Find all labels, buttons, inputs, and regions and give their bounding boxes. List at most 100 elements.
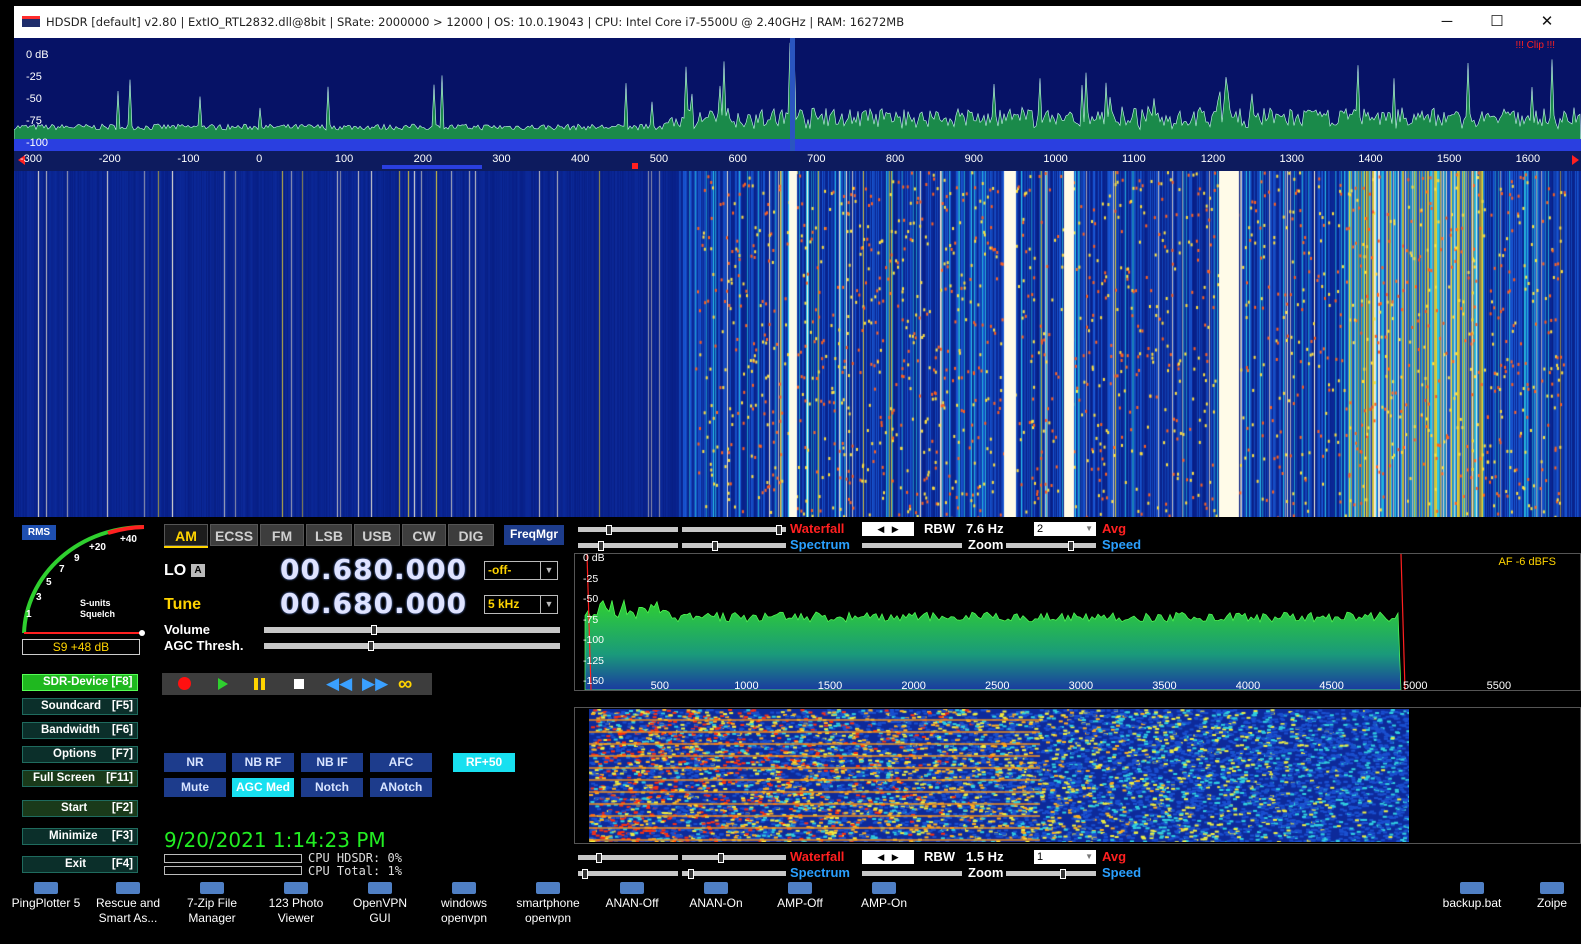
tune-frequency-display[interactable]: 00.680.000 <box>280 587 468 620</box>
slider-knob[interactable] <box>1068 541 1074 551</box>
desktop-shortcut[interactable]: AMP-On <box>842 882 926 911</box>
tune-step-select[interactable]: 5 kHz ▼ <box>484 595 558 614</box>
rf-speed-slider[interactable] <box>1006 541 1096 551</box>
af-low-cut-marker[interactable] <box>586 554 592 690</box>
rf-frequency-axis[interactable]: -300 -200 -100 0 100 200 300 400 500 600 700 800 900… <box>14 151 1581 171</box>
freqmgr-button[interactable]: FreqMgr <box>504 525 564 545</box>
minimize-button[interactable]: Minimize [F3] <box>22 828 138 845</box>
rf-waterfall[interactable] <box>14 171 1581 517</box>
scroll-left-icon[interactable] <box>18 155 25 165</box>
full-screen-button[interactable]: Full Screen [F11] <box>22 770 138 787</box>
rf-freq-tick-label: 800 <box>885 153 905 165</box>
play-icon[interactable] <box>218 678 228 690</box>
slider-knob[interactable] <box>606 525 612 535</box>
desktop-shortcut[interactable]: ANAN-On <box>674 882 758 911</box>
rf-avg-select[interactable]: 2 ▼ <box>1034 522 1096 536</box>
af-waterfall-contrast-slider[interactable] <box>578 853 678 863</box>
rf-spectrum-brightness-slider[interactable] <box>682 541 786 551</box>
close-window-button[interactable]: ✕ <box>1540 13 1554 30</box>
exit-button[interactable]: Exit [F4] <box>22 856 138 873</box>
rf-rbw-spinner[interactable]: ◀ ▶ <box>862 522 914 536</box>
desktop-shortcut[interactable]: windows openvpn <box>422 882 506 926</box>
soundcard-button[interactable]: Soundcard [F5] <box>22 698 138 715</box>
mode-usb-button[interactable]: USB <box>354 524 400 546</box>
mode-dig-button[interactable]: DIG <box>448 524 494 546</box>
anotch-button[interactable]: ANotch <box>370 778 432 797</box>
shortcut-label-line2: openvpn <box>440 911 488 925</box>
af-spectrum-contrast-slider[interactable] <box>578 869 678 879</box>
lo-step-select[interactable]: -off- ▼ <box>484 561 558 580</box>
slider-knob[interactable] <box>596 853 602 863</box>
desktop-shortcut[interactable]: smartphone openvpn <box>506 882 590 926</box>
volume-slider[interactable] <box>264 625 560 635</box>
desktop-shortcut[interactable]: Zoipe <box>1510 882 1581 911</box>
slider-knob[interactable] <box>598 541 604 551</box>
rms-button[interactable]: RMS <box>22 525 56 540</box>
desktop-shortcut[interactable]: OpenVPN GUI <box>338 882 422 926</box>
slider-knob[interactable] <box>712 541 718 551</box>
lo-frequency-display[interactable]: 00.680.000 <box>280 553 468 586</box>
loop-icon[interactable]: ∞ <box>398 673 413 695</box>
scroll-right-icon[interactable] <box>1572 155 1579 165</box>
rf-plus50-button[interactable]: RF+50 <box>453 753 515 772</box>
start-button[interactable]: Start [F2] <box>22 800 138 817</box>
rewind-icon[interactable]: ◀◀ <box>326 674 353 693</box>
af-waterfall-brightness-slider[interactable] <box>682 853 786 863</box>
desktop-shortcut[interactable]: PingPlotter 5 <box>4 882 88 911</box>
desktop-shortcut[interactable]: backup.bat <box>1430 882 1514 911</box>
desktop-shortcut[interactable]: 7-Zip File Manager <box>170 882 254 926</box>
pause-icon[interactable] <box>254 678 258 690</box>
desktop-shortcut[interactable]: AMP-Off <box>758 882 842 911</box>
mode-lsb-button[interactable]: LSB <box>306 524 352 546</box>
slider-knob[interactable] <box>776 525 782 535</box>
afc-button[interactable]: AFC <box>370 753 432 772</box>
rf-db-label: 0 dB <box>26 49 49 61</box>
rf-zoom-slider-left[interactable] <box>862 543 962 548</box>
slider-knob[interactable] <box>582 869 588 879</box>
mode-ecss-button[interactable]: ECSS <box>210 524 258 546</box>
rf-waterfall-brightness-slider[interactable] <box>682 525 786 535</box>
slider-knob[interactable] <box>1060 869 1066 879</box>
nr-button[interactable]: NR <box>164 753 226 772</box>
desktop-shortcut[interactable]: Rescue and Smart As... <box>86 882 170 926</box>
tune-marker[interactable] <box>632 163 638 169</box>
mode-fm-button[interactable]: FM <box>260 524 304 546</box>
sdr-device-button[interactable]: SDR-Device [F8] <box>22 674 138 691</box>
bandwidth-button[interactable]: Bandwidth [F6] <box>22 722 138 739</box>
mute-button[interactable]: Mute <box>164 778 226 797</box>
rf-waterfall-contrast-slider[interactable] <box>578 525 678 535</box>
agc-threshold-slider-knob[interactable] <box>367 641 374 651</box>
nb-rf-button[interactable]: NB RF <box>232 753 294 772</box>
options-button[interactable]: Options [F7] <box>22 746 138 763</box>
agc-med-button[interactable]: AGC Med <box>232 778 294 797</box>
af-high-cut-marker[interactable] <box>1400 554 1406 690</box>
rf-freq-tick-label: 1100 <box>1122 153 1146 165</box>
rf-spectrum-contrast-slider[interactable] <box>578 541 678 551</box>
stop-icon[interactable] <box>294 679 304 689</box>
af-rbw-spinner[interactable]: ◀ ▶ <box>862 850 914 864</box>
desktop-shortcut[interactable]: 123 Photo Viewer <box>254 882 338 926</box>
af-zoom-slider-left[interactable] <box>862 871 962 876</box>
lo-a-badge[interactable]: A <box>191 564 205 577</box>
mode-am-button[interactable]: AM <box>164 524 208 546</box>
minimize-window-button[interactable]: ─ <box>1441 13 1453 30</box>
volume-slider-knob[interactable] <box>370 625 377 635</box>
af-spectrum-display[interactable]: 0 dB -25 -50 -75 -100 -125 -150 AF -6 dBFS 500… <box>574 552 1581 692</box>
fast-forward-icon[interactable]: ▶▶ <box>362 674 389 693</box>
mode-cw-button[interactable]: CW <box>402 524 446 546</box>
af-avg-select[interactable]: 1 ▼ <box>1034 850 1096 864</box>
record-icon[interactable] <box>178 677 191 690</box>
nb-if-button[interactable]: NB IF <box>301 753 363 772</box>
notch-button[interactable]: Notch <box>301 778 363 797</box>
rf-waterfall-label: Waterfall <box>790 521 845 536</box>
slider-knob[interactable] <box>688 869 694 879</box>
af-waterfall[interactable] <box>574 707 1581 844</box>
af-speed-slider[interactable] <box>1006 869 1096 879</box>
shortcut-icon <box>368 882 392 894</box>
slider-knob[interactable] <box>718 853 724 863</box>
agc-threshold-slider[interactable] <box>264 641 560 651</box>
desktop-shortcut[interactable]: ANAN-Off <box>590 882 674 911</box>
af-spectrum-brightness-slider[interactable] <box>682 869 786 879</box>
maximize-window-button[interactable]: ☐ <box>1490 13 1504 30</box>
rf-spectrum-display[interactable]: 0 dB -25 -50 -75 -100 !!! Clip !!! <box>14 38 1581 151</box>
